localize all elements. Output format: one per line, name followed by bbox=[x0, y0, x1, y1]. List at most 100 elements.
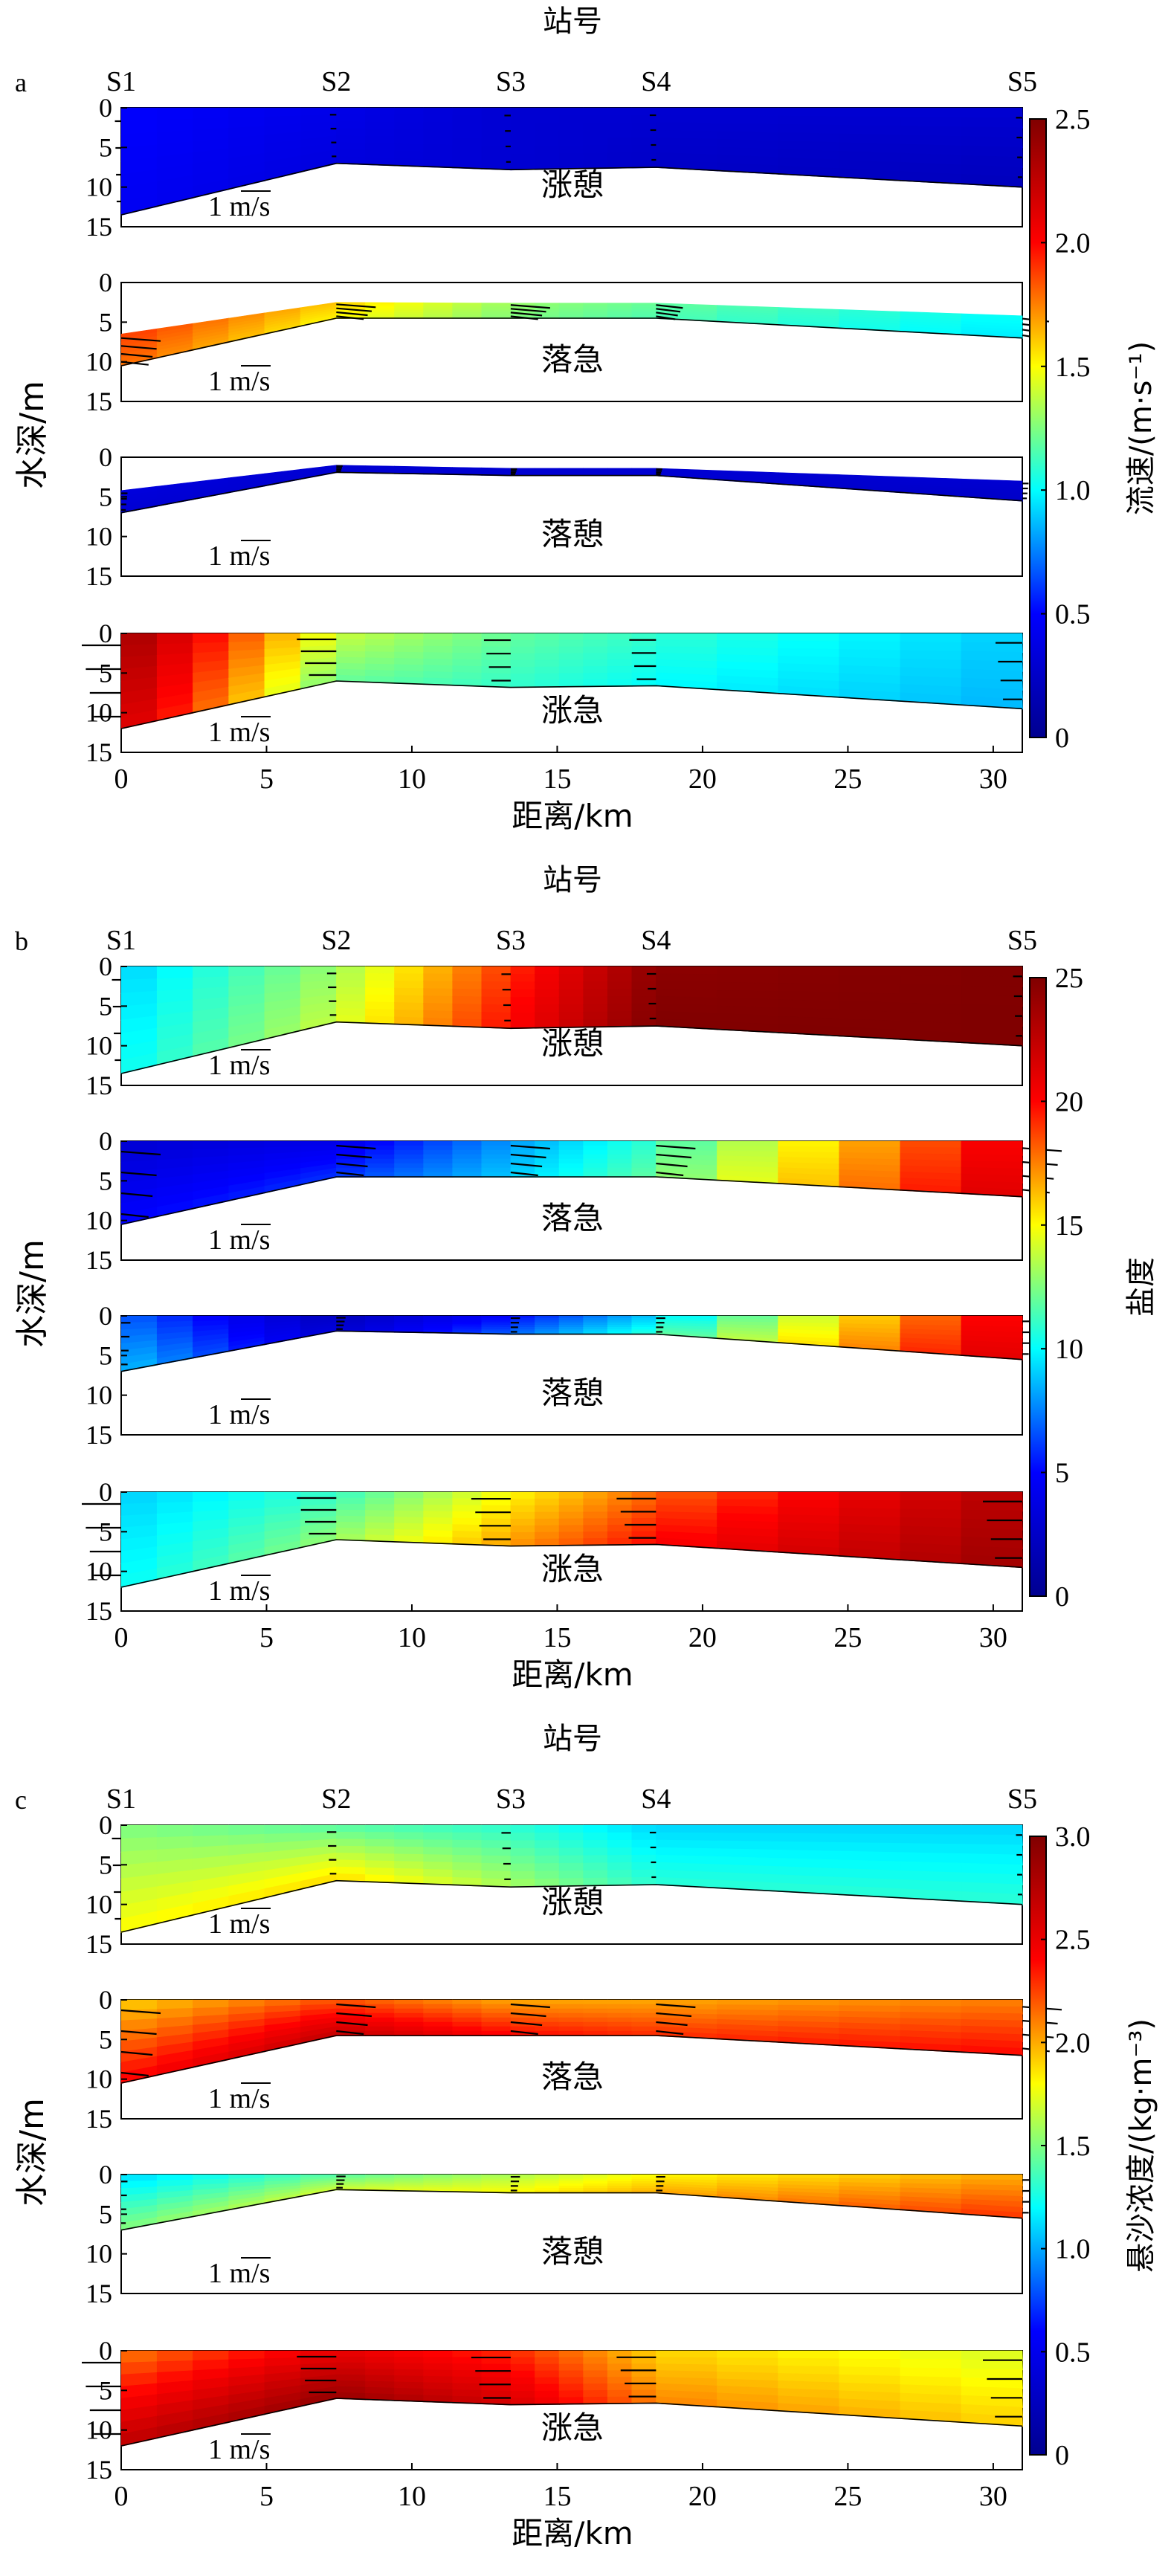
heat-cell bbox=[535, 1140, 560, 1146]
heat-cell bbox=[535, 1840, 560, 1849]
heat-cell bbox=[607, 966, 633, 975]
heat-cell bbox=[394, 1145, 425, 1151]
y-tick-label: 5 bbox=[99, 991, 112, 1021]
y-tick-label: 0 bbox=[99, 1126, 112, 1156]
velocity-arrow bbox=[336, 2012, 372, 2018]
y-axis-label: 水深/m bbox=[13, 2098, 51, 2207]
scale-label: 1 m/s bbox=[208, 1399, 270, 1430]
heat-cell bbox=[961, 1844, 1023, 1856]
x-tick-label: 15 bbox=[543, 2481, 571, 2512]
heat-cell bbox=[394, 1158, 425, 1164]
heat-cell bbox=[583, 2377, 609, 2385]
heat-cell bbox=[961, 1872, 1023, 1885]
heat-cell bbox=[583, 1531, 609, 1540]
chart-title: 站号 bbox=[543, 1722, 602, 1756]
heat-cell bbox=[336, 128, 367, 137]
phase-label: 涨憩 bbox=[541, 167, 604, 203]
heat-cell bbox=[452, 1149, 483, 1155]
velocity-arrow bbox=[120, 352, 153, 358]
heat-cell bbox=[510, 153, 536, 163]
heat-cell bbox=[365, 1491, 396, 1500]
heat-cell bbox=[365, 973, 396, 982]
heat-cell bbox=[839, 633, 901, 643]
heat-cell bbox=[607, 107, 633, 117]
heat-cell bbox=[961, 1147, 1023, 1156]
heat-cell bbox=[336, 987, 367, 995]
heat-cell bbox=[193, 1824, 230, 1838]
scale-label: 1 m/s bbox=[208, 540, 270, 572]
heat-cell bbox=[510, 1012, 536, 1021]
heat-cell bbox=[583, 107, 609, 117]
heat-cell bbox=[583, 1525, 609, 1533]
heat-cell bbox=[535, 1832, 560, 1841]
heat-cell bbox=[961, 1882, 1023, 1896]
heat-cell bbox=[120, 966, 158, 981]
colorbar-tick-label: 1.0 bbox=[1055, 475, 1091, 506]
heat-cell bbox=[365, 2363, 396, 2370]
colorbar-tick-label: 5 bbox=[1055, 1458, 1069, 1489]
heat-cell bbox=[607, 653, 633, 661]
heat-cell bbox=[452, 2026, 483, 2032]
heat-cell bbox=[961, 2404, 1023, 2418]
y-tick-label: 0 bbox=[99, 1477, 112, 1507]
x-tick-label: 30 bbox=[979, 2481, 1007, 2512]
heat-cell bbox=[583, 1140, 609, 1146]
subplot-1: 0 5 10 15 1 m/s 落急 bbox=[86, 1126, 1062, 1275]
heat-cell bbox=[583, 2370, 609, 2378]
velocity-arrow bbox=[510, 308, 546, 313]
heat-cell bbox=[452, 129, 483, 139]
heat-cell bbox=[631, 1154, 657, 1160]
heat-cell bbox=[481, 1158, 512, 1164]
heat-cell bbox=[336, 980, 367, 989]
heat-cell bbox=[961, 107, 1023, 119]
heat-cell bbox=[481, 2026, 512, 2032]
colorbar-label: 悬沙浓度/(kg·m⁻³) bbox=[1124, 2018, 1158, 2273]
heat-cell bbox=[656, 1824, 718, 1834]
heat-cell bbox=[394, 1853, 425, 1863]
heat-cell bbox=[607, 2008, 633, 2014]
y-tick-label: 0 bbox=[99, 1810, 112, 1840]
phase-label: 涨急 bbox=[541, 2409, 604, 2446]
heat-cell bbox=[607, 665, 633, 674]
heat-cell bbox=[900, 633, 962, 643]
heat-cell bbox=[558, 1505, 584, 1513]
x-tick-label: 5 bbox=[259, 2481, 274, 2512]
heat-cell bbox=[607, 145, 633, 154]
velocity-arrow bbox=[656, 311, 678, 317]
heat-cell bbox=[961, 642, 1023, 653]
heat-cell bbox=[336, 121, 367, 130]
velocity-arrow bbox=[336, 1153, 372, 1159]
heat-cell bbox=[365, 2017, 396, 2023]
phase-label: 落憩 bbox=[541, 2233, 604, 2270]
heat-cell bbox=[558, 2021, 584, 2027]
heat-cell bbox=[631, 2012, 657, 2018]
colorbar-tick-label: 0 bbox=[1055, 1581, 1069, 1613]
heat-cell bbox=[583, 989, 609, 998]
colorbar-tick-label: 1.0 bbox=[1055, 2234, 1091, 2265]
station-label: S3 bbox=[496, 66, 526, 97]
heat-cell bbox=[423, 1163, 454, 1169]
y-tick-label: 15 bbox=[86, 2455, 112, 2485]
heat-cell bbox=[558, 996, 584, 1006]
y-tick-label: 10 bbox=[86, 2065, 112, 2094]
heat-cell bbox=[583, 1004, 609, 1013]
heat-cell bbox=[778, 1491, 840, 1501]
heat-cell bbox=[961, 2198, 1023, 2208]
heat-cell bbox=[481, 1163, 512, 1169]
velocity-arrow bbox=[510, 1144, 550, 1150]
heat-cell bbox=[535, 666, 560, 675]
heat-cell bbox=[394, 2008, 425, 2014]
heat-cell bbox=[583, 114, 609, 124]
heat-cell bbox=[394, 1498, 425, 1505]
heat-cell bbox=[558, 1011, 584, 1021]
heat-cell bbox=[631, 1149, 657, 1155]
heat-cell bbox=[394, 1167, 425, 1173]
heat-cell bbox=[961, 489, 1023, 497]
heat-cell bbox=[481, 2004, 512, 2010]
velocity-arrow bbox=[510, 2003, 550, 2009]
heat-cell bbox=[631, 2370, 657, 2378]
heat-cell bbox=[583, 1163, 609, 1169]
heat-cell bbox=[510, 666, 536, 675]
x-axis-label: 距离/km bbox=[512, 2515, 633, 2551]
